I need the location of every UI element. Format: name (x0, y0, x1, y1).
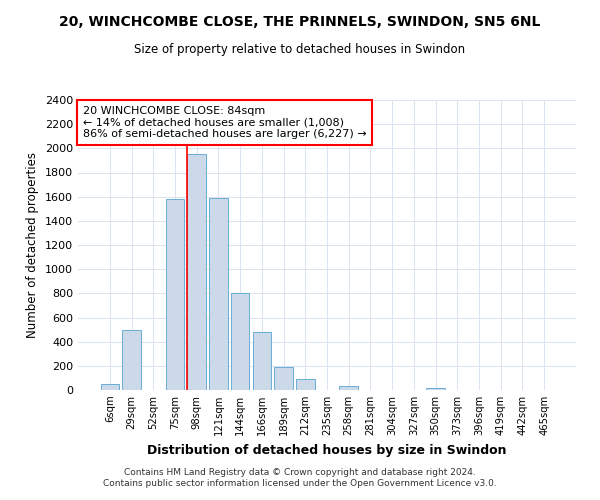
Text: 20, WINCHCOMBE CLOSE, THE PRINNELS, SWINDON, SN5 6NL: 20, WINCHCOMBE CLOSE, THE PRINNELS, SWIN… (59, 15, 541, 29)
Bar (296, 379, 314, 390)
Bar (231, 294, 250, 390)
X-axis label: Distribution of detached houses by size in Swindon: Distribution of detached houses by size … (147, 444, 507, 456)
Bar (253, 332, 271, 390)
Text: Contains HM Land Registry data © Crown copyright and database right 2024.
Contai: Contains HM Land Registry data © Crown c… (103, 468, 497, 487)
Text: 20 WINCHCOMBE CLOSE: 84sqm
← 14% of detached houses are smaller (1,008)
86% of s: 20 WINCHCOMBE CLOSE: 84sqm ← 14% of deta… (83, 106, 367, 139)
Bar (427, 388, 445, 390)
Bar (101, 384, 119, 390)
Bar (209, 198, 227, 390)
Y-axis label: Number of detached properties: Number of detached properties (26, 152, 40, 338)
Bar (122, 330, 141, 390)
Bar (187, 154, 206, 390)
Bar (340, 386, 358, 390)
Bar (274, 367, 293, 390)
Text: Size of property relative to detached houses in Swindon: Size of property relative to detached ho… (134, 42, 466, 56)
Bar (166, 199, 184, 390)
